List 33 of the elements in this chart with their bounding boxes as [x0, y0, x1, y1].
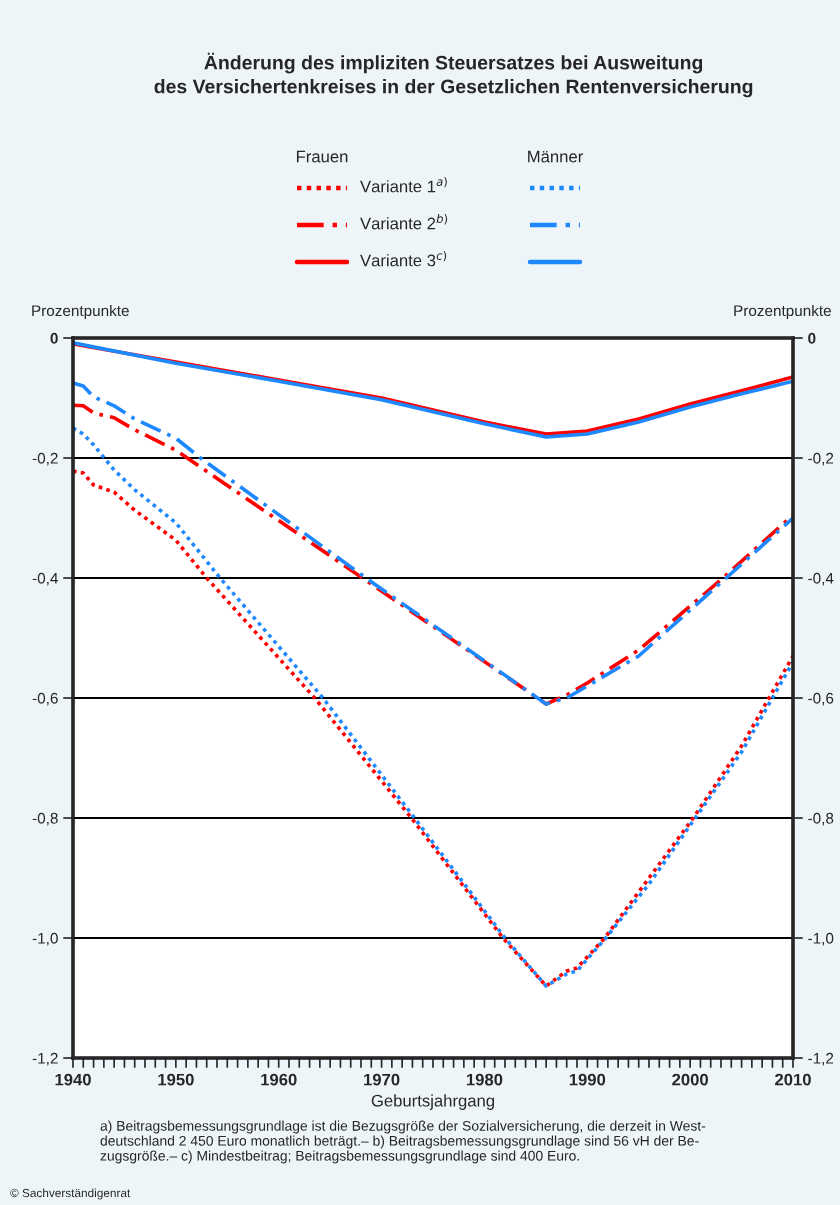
- y-tick-label: -0,6: [32, 692, 58, 706]
- y-tick-label: -0,8: [32, 812, 58, 826]
- x-tick-label: 1970: [364, 1073, 400, 1086]
- y-tick-label: -0,4: [32, 572, 58, 586]
- y-tick-label: -1,2: [32, 1052, 58, 1066]
- y2-tick-label: -0,4: [808, 572, 834, 586]
- x-tick-label: 1940: [55, 1073, 91, 1086]
- y-tick-label: -1,0: [32, 932, 58, 946]
- text: Männer: [528, 150, 583, 163]
- y-tick-label: -0,2: [32, 452, 58, 466]
- y-tick-label: 0: [50, 332, 58, 344]
- x-tick-label: 1980: [466, 1073, 503, 1086]
- x-axis-title: Geburtsjahrgang: [371, 1094, 495, 1110]
- y2-tick-label: -1,2: [808, 1052, 834, 1066]
- y2-tick-label: 0: [808, 332, 816, 344]
- x-tick-label: 2000: [672, 1073, 708, 1086]
- x-tick-label: 1950: [158, 1073, 194, 1086]
- text: a) Beitragsbemessungsgrundlage ist die Bezugsgröße der Sozialversicherung, die derzeit in West- deutschland 2 450 Euro monatlich beträgt.– b) Beitragsbemessungsgrundlage sind 56 vH der Be- zugsgröße.– c) Mindestbeitrag; Beitragsbemessungsgrundlage sind 400 Euro.: [100, 1120, 706, 1164]
- y2-tick-label: -1,0: [808, 932, 834, 946]
- legend-label: Variante 1$^{a)}$: [360, 176, 447, 193]
- y2-tick-label: -0,8: [808, 812, 834, 826]
- y2-tick-label: -0,6: [808, 692, 834, 706]
- x-tick-label: 2010: [775, 1073, 811, 1086]
- chart-title: Änderung des impliziten Steuersatzes bei Ausweitung des Versichertenkreises in der Gesetzlichen Rentenversicherung: [154, 52, 753, 98]
- legend-label: Variante 2$^{b)}$: [360, 213, 448, 230]
- x-tick-label: 1990: [569, 1073, 606, 1086]
- y-axis-title: Prozentpunkte: [32, 304, 129, 320]
- legend-label: Variante 3$^{c)}$: [360, 250, 447, 267]
- y2-axis-title: Prozentpunkte: [734, 304, 831, 320]
- text: Frauen: [296, 150, 348, 163]
- x-tick-label: 1960: [261, 1073, 297, 1086]
- text: © Sachverständigenrat: [10, 1188, 131, 1200]
- y2-tick-label: -0,2: [808, 452, 834, 466]
